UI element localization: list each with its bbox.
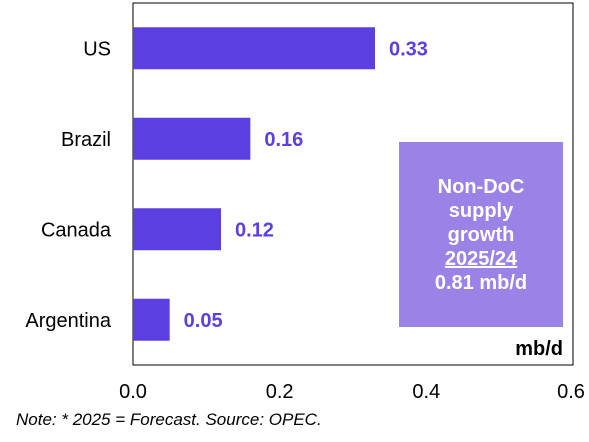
bars-group — [133, 27, 375, 341]
category-label-argentina: Argentina — [25, 310, 111, 332]
x-tick-label-2: 0.4 — [412, 381, 440, 403]
callout-line-5: 0.81 mb/d — [434, 271, 528, 294]
supply-growth-callout: Non-DoC supply growth 2025/24 0.81 mb/d — [399, 142, 563, 327]
category-label-brazil: Brazil — [61, 129, 111, 151]
value-label-canada: 0.12 — [235, 219, 274, 241]
category-label-canada: Canada — [41, 219, 112, 241]
callout-line-2: supply — [448, 199, 514, 222]
x-tick-label-0: 0.0 — [119, 381, 147, 403]
x-tick-label-3: 0.6 — [557, 381, 585, 403]
callout-line-3: growth — [447, 223, 515, 246]
value-label-brazil: 0.16 — [264, 129, 303, 151]
callout-line-4: 2025/24 — [444, 247, 518, 270]
callout-line-1: Non-DoC — [437, 175, 525, 198]
x-tick-labels: 0.0 0.2 0.4 0.6 — [119, 381, 585, 403]
bar-argentina — [133, 298, 170, 341]
bar-us — [133, 27, 375, 70]
value-label-argentina: 0.05 — [184, 310, 223, 332]
unit-label: mb/d — [515, 338, 563, 360]
plot-frame — [132, 2, 574, 366]
bar-canada — [133, 208, 221, 251]
bar-brazil — [133, 117, 251, 160]
source-note: Note: * 2025 = Forecast. Source: OPEC. — [16, 410, 322, 429]
x-tick-label-1: 0.2 — [266, 381, 294, 403]
category-label-us: US — [83, 38, 111, 60]
category-labels: US Brazil Canada Argentina — [25, 38, 111, 332]
value-labels: 0.33 0.16 0.12 0.05 — [184, 38, 428, 332]
value-label-us: 0.33 — [389, 38, 428, 60]
